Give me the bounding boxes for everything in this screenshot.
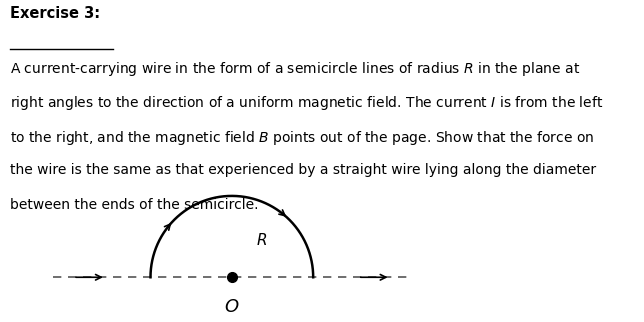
Text: the wire is the same as that experienced by a straight wire lying along the diam: the wire is the same as that experienced… [10,163,596,177]
Text: to the right, and the magnetic field $B$ points out of the page. Show that the f: to the right, and the magnetic field $B$… [10,129,594,147]
Text: right angles to the direction of a uniform magnetic field. The current $I$ is fr: right angles to the direction of a unifo… [10,94,603,112]
Text: Exercise 3:: Exercise 3: [10,5,100,21]
Text: $R$: $R$ [256,232,267,248]
Text: between the ends of the semicircle.: between the ends of the semicircle. [10,198,258,212]
Text: $O$: $O$ [224,298,240,316]
Text: A current-carrying wire in the form of a semicircle lines of radius $R$ in the p: A current-carrying wire in the form of a… [10,60,580,78]
